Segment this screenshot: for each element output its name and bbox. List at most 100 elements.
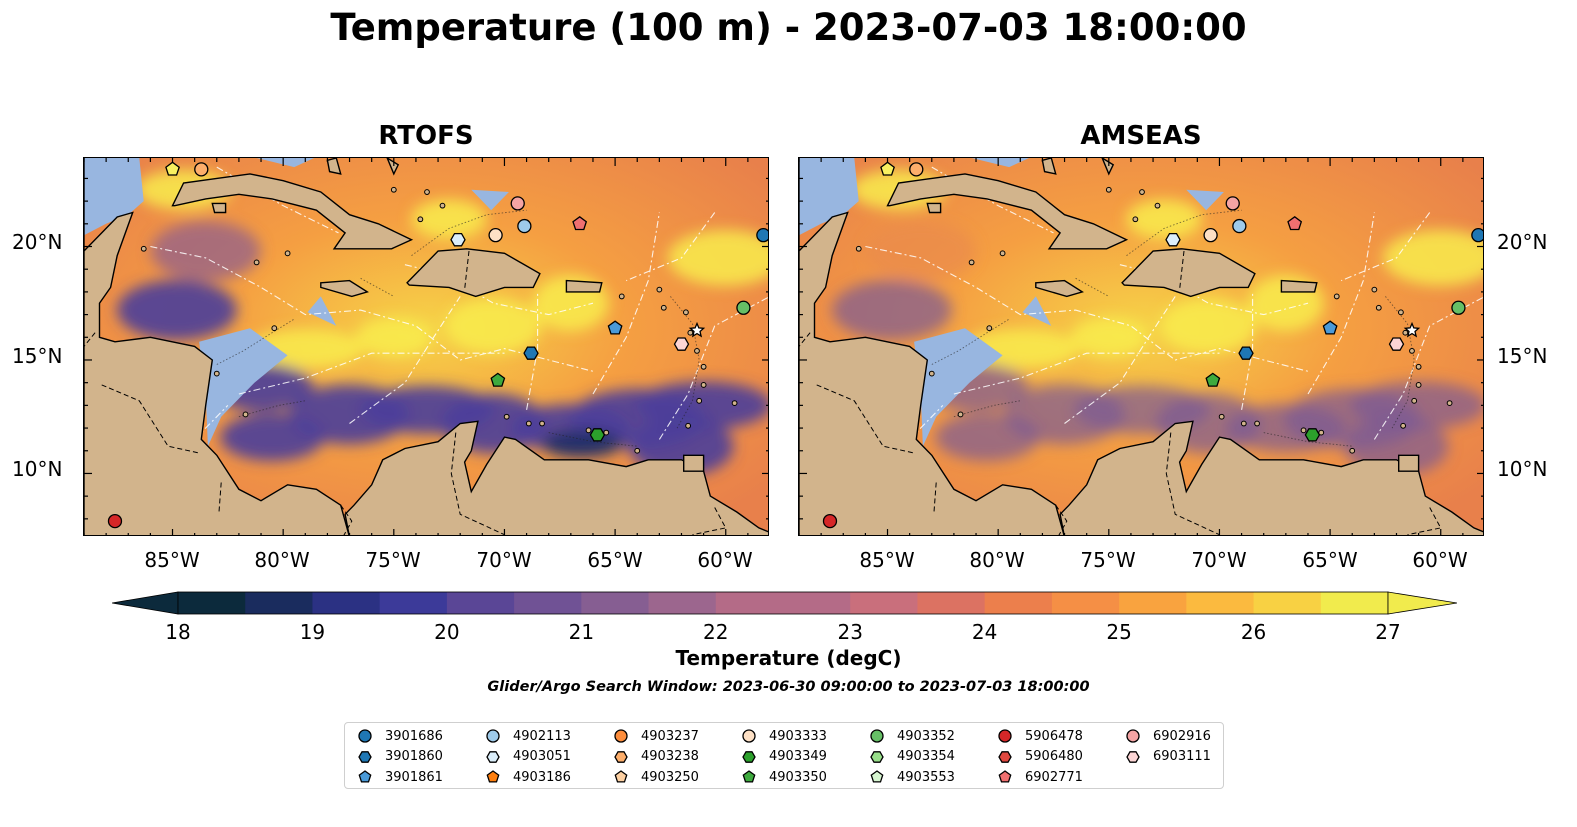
colorbar-segment (1051, 592, 1120, 614)
pentagon-marker-icon (870, 770, 884, 783)
colorbar-segment (984, 592, 1053, 614)
shallow-water (799, 158, 859, 236)
legend-marker-shape (486, 729, 500, 743)
lon-label-75w-left: 75°W (365, 548, 421, 572)
legend-label: 4903553 (897, 769, 955, 785)
island (140, 245, 147, 252)
colorbar-extend-min (112, 591, 179, 615)
lat-label-15n-left: 15°N (12, 344, 63, 368)
shallow-water (971, 158, 1030, 168)
island (1154, 202, 1161, 209)
legend-marker-shape (1126, 729, 1140, 743)
land-mass (84, 158, 350, 535)
colorbar-segment (1320, 592, 1389, 614)
map-panel-amseas[interactable] (798, 157, 1484, 536)
legend-marker-shape (614, 729, 628, 743)
land-mass (386, 158, 400, 176)
float-marker (165, 161, 180, 176)
legend-marker-shape (486, 750, 500, 763)
island (656, 286, 663, 293)
lat-label-10n-right: 10°N (1497, 457, 1548, 481)
island (417, 216, 424, 223)
lon-label-60w-right: 60°W (1412, 548, 1468, 572)
land-mass (211, 202, 227, 214)
legend-label: 6903111 (1153, 749, 1211, 764)
legend-item: 5906478 (997, 726, 1083, 746)
legend-marker-shape (870, 750, 884, 763)
float-marker (523, 346, 539, 360)
lat-label-15n-right: 15°N (1497, 344, 1548, 368)
frame-ticks (84, 158, 768, 535)
land-mass (926, 202, 942, 214)
colorbar-tick-label: 21 (568, 620, 595, 644)
island (439, 202, 446, 209)
island (284, 250, 291, 257)
legend-label: 5906478 (1025, 728, 1083, 744)
island (957, 411, 964, 418)
land-mass (1398, 454, 1420, 472)
legend-marker-shape (998, 750, 1012, 763)
hexagon-marker-icon (742, 750, 756, 763)
pentagon-marker-icon (614, 770, 628, 783)
shallow-water (256, 158, 315, 168)
depth-contours (216, 209, 700, 447)
float-marker (607, 320, 623, 335)
lon-label-65w-right: 65°W (1302, 548, 1358, 572)
float-marker (756, 228, 768, 243)
lon-label-70w-left: 70°W (476, 548, 532, 572)
lon-label-85w-right: 85°W (859, 548, 915, 572)
land-mass (565, 279, 603, 293)
island (731, 400, 738, 407)
circle-marker-icon (742, 729, 756, 743)
island (1415, 363, 1422, 370)
land-mass (344, 420, 768, 535)
land-mass (886, 173, 1129, 250)
float-marker (909, 162, 924, 177)
legend-item: 4903186 (485, 767, 571, 787)
legend-marker-shape (870, 729, 884, 743)
island (1139, 189, 1145, 195)
circle-marker-icon (614, 729, 628, 743)
colorbar-segment (1186, 592, 1255, 614)
island (525, 420, 532, 427)
island (687, 329, 694, 336)
colorbar-tick-label: 20 (434, 620, 460, 644)
legend-marker-shape (870, 770, 884, 783)
legend-label: 4903250 (641, 769, 699, 785)
panel-title-rtofs: RTOFS (378, 121, 474, 151)
country-borders (84, 250, 727, 535)
circle-marker-icon (998, 729, 1012, 743)
island (700, 382, 707, 388)
colorbar-label: Temperature (degC) (675, 646, 902, 670)
island (1132, 216, 1139, 223)
float-marker (1203, 228, 1218, 243)
float-marker (1165, 232, 1181, 247)
colorbar-segment (1119, 592, 1187, 614)
legend-item: 4903349 (741, 747, 827, 767)
colorbar-segment (917, 592, 986, 614)
hexagon-marker-icon (358, 750, 372, 763)
island (424, 189, 430, 195)
land-mass (1041, 158, 1057, 175)
island (968, 259, 975, 266)
island (1318, 429, 1325, 436)
float-marker (1322, 320, 1338, 335)
float-marker (510, 196, 525, 211)
float-marker (880, 161, 895, 176)
shallow-water (471, 189, 509, 211)
island (855, 245, 862, 252)
shallow-water (307, 296, 337, 326)
map-panel-rtofs[interactable] (83, 157, 769, 536)
land-mass (326, 158, 342, 175)
land-mass (1035, 279, 1084, 298)
land-mass (320, 279, 369, 298)
legend-marker-shape (998, 770, 1012, 783)
island (1371, 286, 1378, 293)
frame-ticks (799, 158, 1483, 535)
legend-label: 4903051 (513, 749, 571, 764)
legend-label: 3901861 (385, 769, 443, 785)
island (1415, 382, 1422, 388)
land-mass (406, 248, 541, 298)
legend-label: 4903238 (641, 749, 699, 764)
hexagon-marker-icon (486, 750, 500, 763)
